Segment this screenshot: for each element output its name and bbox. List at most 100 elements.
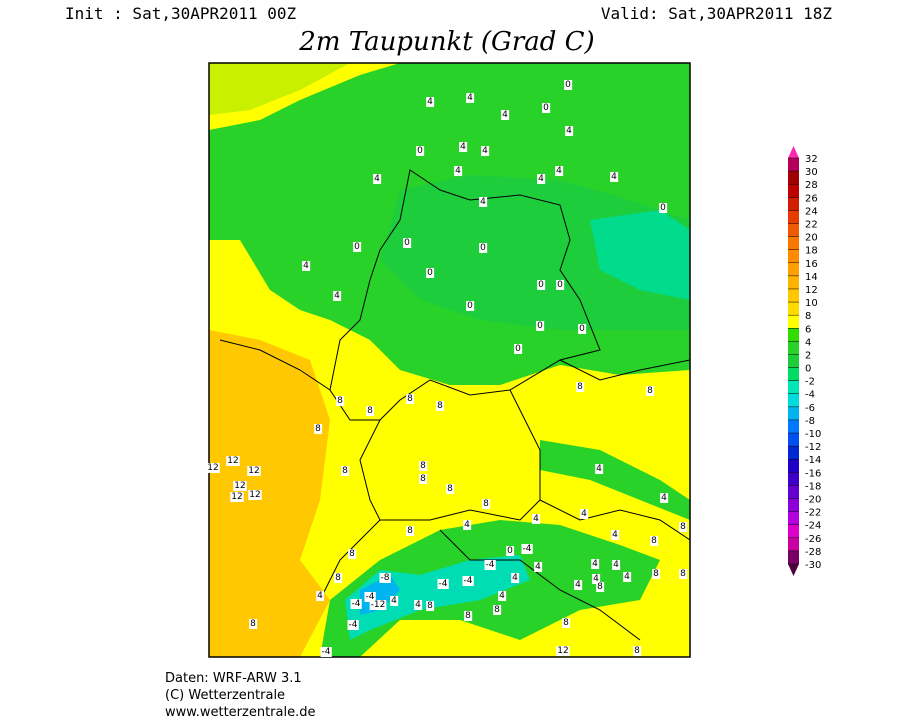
contour-label: 8 [420, 474, 426, 484]
contour-label: -4 [366, 592, 375, 602]
contour-label: 0 [417, 146, 423, 156]
contour-label: -4 [349, 620, 358, 630]
contour-label-box [574, 580, 583, 590]
colorbar-band [788, 171, 799, 185]
contour-label: 8 [465, 611, 471, 621]
colorbar-band [788, 459, 799, 473]
contour-label: 0 [515, 344, 521, 354]
contour-label-box [578, 324, 587, 334]
contour-label-box [511, 573, 520, 583]
contour-label: 0 [467, 301, 473, 311]
contour-label: 12 [234, 481, 245, 491]
colorbar-band [788, 262, 799, 277]
contour-label: 4 [596, 464, 602, 474]
contour-label: -4 [322, 647, 331, 657]
contour-label: 4 [556, 166, 562, 176]
contour-label-box [506, 546, 515, 556]
contour-label: 0 [538, 280, 544, 290]
contour-label: 4 [482, 146, 488, 156]
contour-label: 4 [455, 166, 461, 176]
contour-label-box [556, 280, 565, 290]
contour-label: 8 [349, 549, 355, 559]
contour-label-box [347, 620, 359, 630]
contour-label-box [426, 268, 435, 278]
colorbar-band [788, 223, 799, 238]
contour-label-box [248, 490, 262, 500]
contour-label: 0 [537, 321, 543, 331]
colorbar-band [788, 485, 799, 500]
contour-label: 8 [647, 386, 653, 396]
colorbar-band [788, 184, 799, 198]
contour-label-box [406, 394, 415, 404]
contour-label-box [334, 573, 343, 583]
contour-label-box [562, 618, 571, 628]
contour-label: 4 [535, 562, 541, 572]
colorbar-label: 26 [805, 193, 818, 204]
map-labels: 0 4 4 4 0 4 0 4 4 4 4 4 4 4 0 4 0 0 0 0 0 0 4 4 0 0 0 0 8 8 8 8 8 8 8 8 8 8 12… [206, 80, 688, 657]
contour-label: 4 [533, 514, 539, 524]
contour-label: 8 [420, 461, 426, 471]
field-yellow-green [209, 63, 350, 115]
contour-label-box [580, 509, 589, 519]
footer-url: www.wetterzentrale.de [165, 705, 315, 720]
colorbar-label: 16 [805, 259, 818, 270]
field-green-dark [380, 175, 690, 330]
contour-label-box [556, 646, 570, 656]
contour-label: 4 [467, 93, 473, 103]
contour-label: 4 [592, 559, 598, 569]
contour-label: 8 [337, 396, 343, 406]
colorbar-label: 24 [805, 206, 818, 217]
contour-label-box [536, 321, 545, 331]
contour-label: 4 [566, 126, 572, 136]
contour-label-box [576, 382, 585, 392]
contour-label-box [679, 522, 688, 532]
contour-label-box [437, 579, 449, 589]
contour-label: 0 [543, 103, 549, 113]
contour-label-box [537, 174, 546, 184]
contour-label: 4 [502, 110, 508, 120]
colorbar-band [788, 210, 799, 224]
colorbar-label: -22 [805, 508, 821, 519]
contour-label-box [459, 142, 468, 152]
contour-label: 0 [427, 268, 433, 278]
colorbar-label: 12 [805, 285, 818, 296]
colorbar-band [788, 249, 799, 264]
colorbar-band [788, 275, 799, 290]
contour-label-box [390, 596, 399, 606]
contour-label: -8 [381, 573, 390, 583]
contour-label-box [454, 166, 463, 176]
colorbar-label: -8 [805, 416, 815, 427]
colorbar-label: -16 [805, 468, 821, 479]
contour-label: 4 [427, 97, 433, 107]
contour-label-box [416, 146, 425, 156]
contour-label-box [482, 499, 491, 509]
colorbar-band [788, 197, 799, 211]
contour-label: 12 [207, 463, 218, 473]
contour-label: 4 [480, 197, 486, 207]
contour-label-box [521, 544, 533, 554]
contour-label: 4 [303, 261, 309, 271]
colorbar-label: 20 [805, 233, 818, 244]
colorbar-label: 30 [805, 167, 818, 178]
contour-label-box [623, 572, 632, 582]
contour-label: 4 [612, 530, 618, 540]
field-teal [590, 210, 690, 300]
colorbar-band [788, 419, 799, 434]
colorbar-label: 0 [805, 364, 811, 375]
contour-label-box [534, 562, 543, 572]
contour-label-box [537, 280, 546, 290]
colorbar-band [788, 511, 799, 526]
contour-label-box [436, 401, 445, 411]
contour-label-box [406, 526, 415, 536]
map-title: 2m Taupunkt (Grad C) [298, 27, 594, 57]
colorbar-band [788, 537, 799, 552]
contour-label: 12 [231, 492, 242, 502]
colorbar-label: -4 [805, 390, 815, 401]
contour-label: 8 [407, 394, 413, 404]
contour-label: 4 [391, 596, 397, 606]
contour-label-box [466, 93, 475, 103]
colorbar-label: 8 [805, 311, 811, 322]
contour-label: 8 [335, 573, 341, 583]
map [208, 62, 691, 658]
contour-label-box [226, 456, 240, 466]
